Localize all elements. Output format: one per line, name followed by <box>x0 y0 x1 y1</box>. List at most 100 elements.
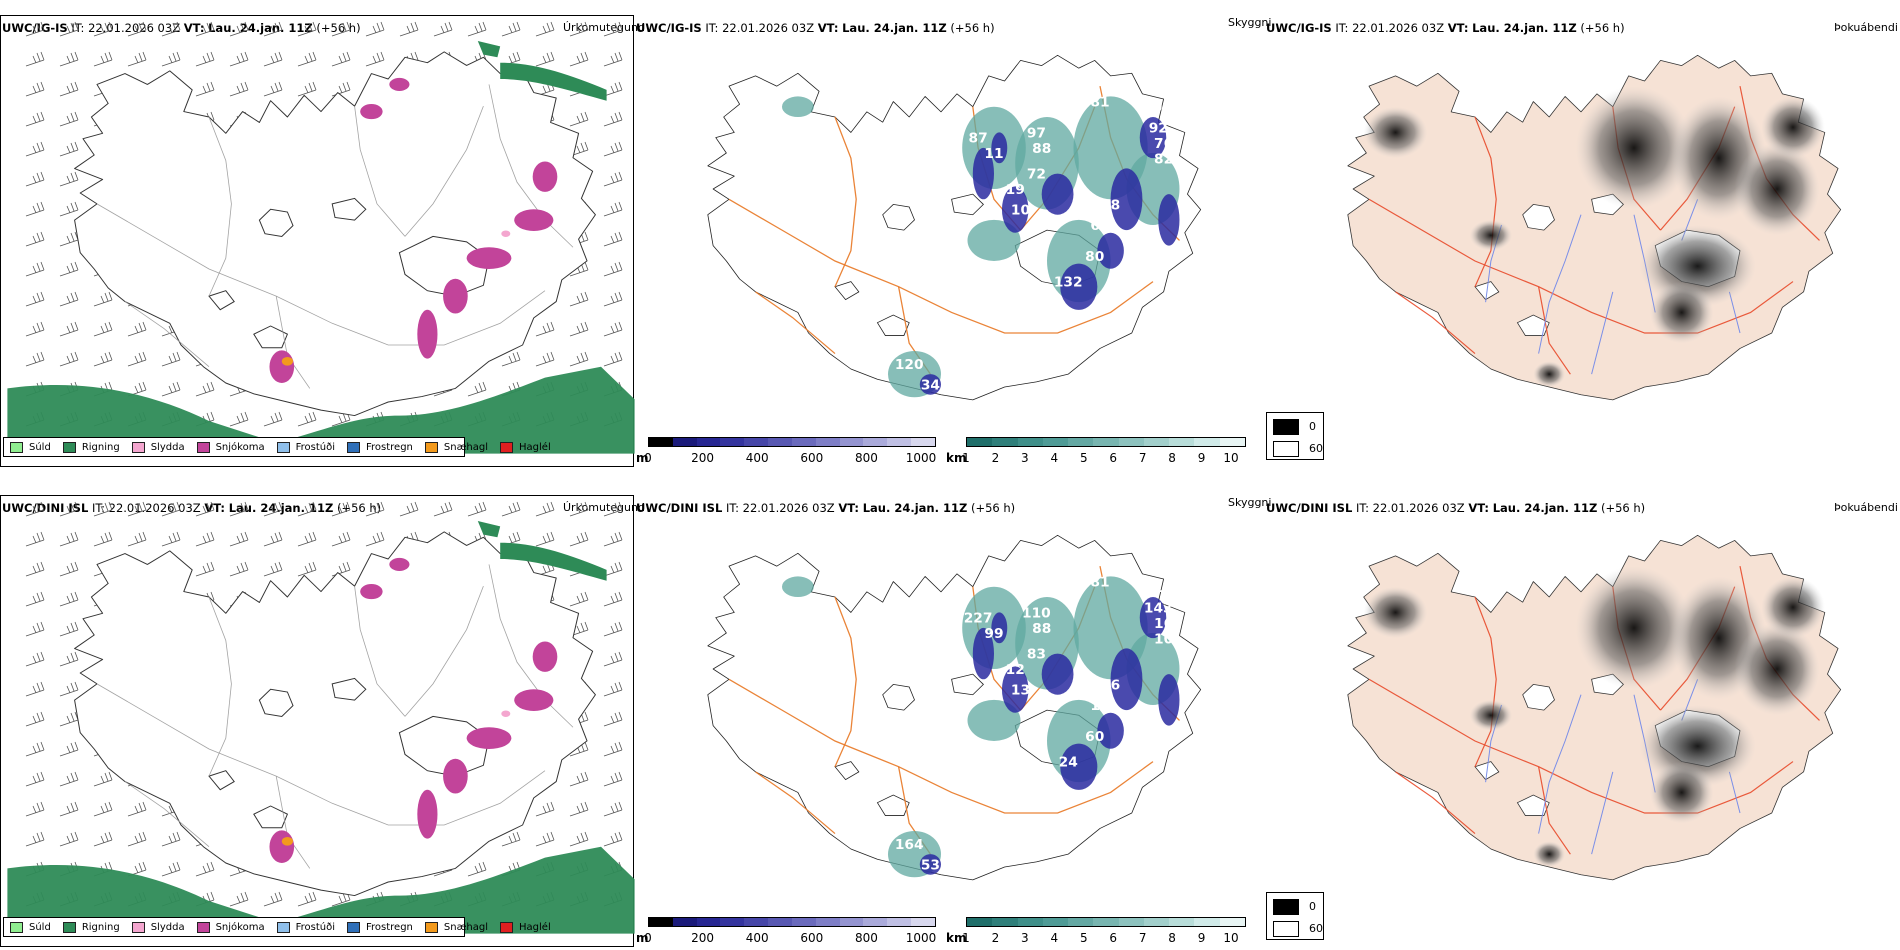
precip-areas <box>7 521 635 934</box>
ceiling-value-label: 15 <box>1064 580 1083 596</box>
init-time-label: IT: <box>705 21 719 35</box>
ceiling-value-label: 81 <box>1090 575 1109 591</box>
colorbar-tick: 8 <box>1168 931 1176 945</box>
wind-barb <box>331 21 351 37</box>
valid-time-label: VT: <box>838 501 860 515</box>
colorbar-unit: km <box>946 451 967 465</box>
colorbar-tick: 600 <box>800 931 824 945</box>
wind-barb <box>569 141 589 157</box>
ceiling-value-label: 11 <box>984 146 1003 162</box>
ceiling-value-label: 88 <box>1032 141 1051 157</box>
wind-barb <box>399 501 419 517</box>
lead-time: (+56 h) <box>316 21 361 35</box>
ceiling-value-label: 13 <box>1011 683 1030 699</box>
ceiling-value-label: 110 <box>1022 606 1051 622</box>
wind-barb <box>569 351 589 367</box>
wind-barb <box>25 351 45 367</box>
wind-barb <box>297 531 317 547</box>
wind-barb <box>603 171 623 187</box>
wind-barb <box>603 621 623 637</box>
legend-swatch <box>10 921 23 933</box>
legend-swatch <box>196 921 210 933</box>
wind-barb <box>93 531 113 547</box>
wind-barb <box>59 741 79 757</box>
legend-swatch <box>500 441 514 453</box>
wind-barb <box>59 201 79 217</box>
legend-swatch <box>276 921 290 933</box>
fog-legend-value: 0 <box>1309 420 1316 433</box>
ceiling-value-label: 12 <box>1006 662 1025 678</box>
legend-label: Snjókoma <box>215 441 265 453</box>
wind-barb <box>569 621 589 637</box>
ceiling-value-label: 81 <box>1090 95 1109 111</box>
wind-barb <box>331 501 351 517</box>
legend-label: Snæhagl <box>443 441 489 453</box>
wind-barb <box>59 651 79 667</box>
wind-barb <box>297 561 317 577</box>
wind-barb <box>59 501 79 517</box>
wind-barb <box>127 861 147 877</box>
wind-barb <box>59 561 79 577</box>
valid-time-label: VT: <box>1447 21 1469 35</box>
colorbar-tick: 2 <box>991 931 1000 945</box>
legend-label: Snæhagl <box>443 921 489 933</box>
fog-header: UWC/IG-IS IT: 22.01.2026 03Z VT: Lau. 24… <box>1266 21 1625 35</box>
colorbar-unit: m <box>636 931 649 945</box>
wind-barb <box>535 351 555 367</box>
wind-barb <box>25 681 45 697</box>
wind-barb <box>161 351 181 367</box>
wind-barb <box>331 561 351 577</box>
ceiling-value-label: 143 <box>1144 601 1173 617</box>
wind-barb <box>297 51 317 67</box>
fog-header: UWC/DINI ISL IT: 22.01.2026 03Z VT: Lau.… <box>1266 501 1645 515</box>
wind-barb <box>229 561 249 577</box>
legend-item: Snjókoma <box>196 921 265 933</box>
legend-item: Snæhagl <box>424 441 489 453</box>
colorbar-tick: 1000 <box>905 931 937 945</box>
colorbar-tick: 800 <box>854 931 878 945</box>
legend-label: Súld <box>29 921 51 933</box>
fog-map <box>1347 534 1842 881</box>
visibility-colorbar: km 1 2 3 4 5 6 7 8 9 10 <box>946 437 1246 465</box>
visibility-panel: UWC/IG-IS IT: 22.01.2026 03Z VT: Lau. 24… <box>636 0 1271 470</box>
init-time-label: IT: <box>725 501 739 515</box>
wind-barb <box>535 21 555 37</box>
wind-barb <box>25 771 45 787</box>
init-time: 22.01.2026 03Z <box>722 21 815 35</box>
colorbar-cells <box>648 437 936 447</box>
wind-barb <box>25 741 45 757</box>
wind-barb <box>127 21 147 37</box>
wind-barb <box>603 561 623 577</box>
wind-barb <box>603 771 623 787</box>
fog-title: Þokuábendi <box>1834 501 1898 514</box>
model-name: UWC/DINI ISL <box>2 501 89 515</box>
wind-barb <box>25 291 45 307</box>
colorbar-cells <box>966 437 1246 447</box>
wind-barb <box>603 321 623 337</box>
precip-legend: Súld Rigning Slydda Snjókoma Frostúði Frostre… <box>3 917 551 937</box>
ceiling-value-label: 10 <box>1154 631 1173 647</box>
ceiling-value-label: 10 <box>1011 203 1030 219</box>
wind-barb <box>365 21 385 37</box>
wind-barb <box>59 261 79 277</box>
colorbar-tick: 9 <box>1197 931 1206 945</box>
legend-label: Frostúði <box>295 921 335 933</box>
colorbar-tick: 2 <box>991 451 1000 465</box>
precip-areas <box>7 41 635 454</box>
fog-panel: UWC/DINI ISL IT: 22.01.2026 03Z VT: Lau.… <box>1266 480 1900 950</box>
legend-item: Súld <box>10 921 51 933</box>
wind-barb <box>93 501 113 517</box>
wind-barb <box>603 681 623 697</box>
wind-barb <box>25 501 45 517</box>
ceiling-value-label: 72 <box>1027 167 1046 183</box>
init-time: 22.01.2026 03Z <box>1352 21 1445 35</box>
ceiling-value-label: 88 <box>1032 621 1051 637</box>
legend-item: Súld <box>10 441 51 453</box>
ceiling-value-label: 19 <box>1006 182 1025 198</box>
fog-legend-swatch <box>1273 419 1299 435</box>
wind-barb <box>297 891 317 907</box>
wind-barb <box>603 141 623 157</box>
wind-barb <box>25 711 45 727</box>
ceiling-value-label: 97 <box>1027 126 1046 142</box>
